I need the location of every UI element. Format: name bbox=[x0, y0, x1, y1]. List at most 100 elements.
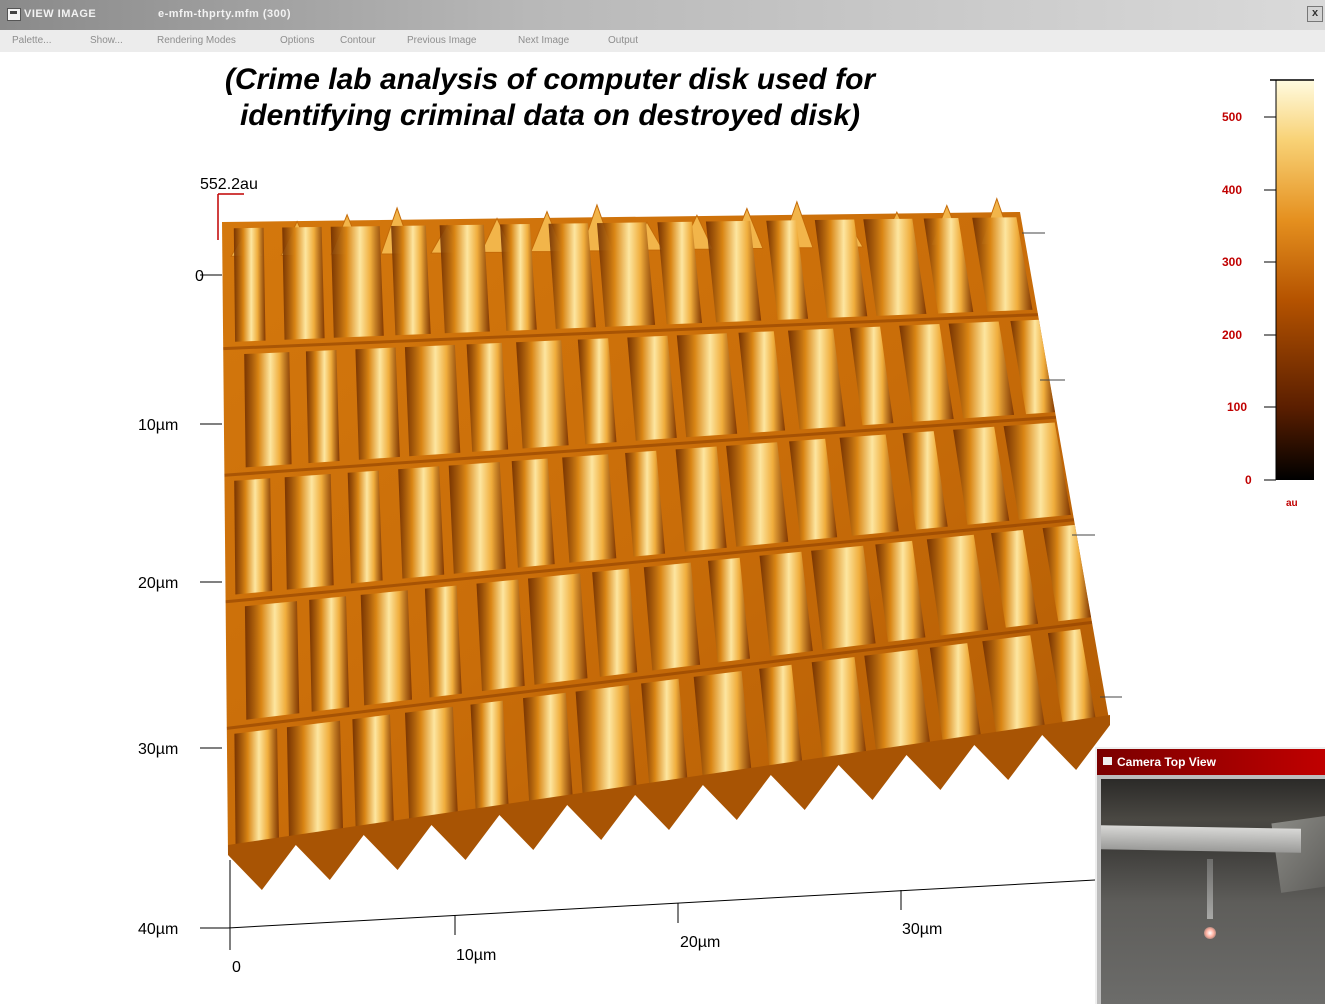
surface-valley bbox=[226, 620, 1093, 730]
surface-ridge bbox=[708, 557, 750, 663]
menu-output[interactable]: Output bbox=[608, 35, 639, 46]
surface-valley bbox=[225, 518, 1075, 604]
surface-ridge bbox=[982, 635, 1046, 737]
surface-ridge bbox=[309, 596, 350, 712]
surface-ridge bbox=[627, 335, 677, 441]
close-button[interactable]: x bbox=[1307, 6, 1323, 22]
surface-ridge bbox=[448, 462, 506, 574]
surface-ridge bbox=[948, 321, 1015, 419]
surface-ridge bbox=[523, 692, 573, 805]
surface-ridge bbox=[391, 225, 431, 336]
caption-line-2: identifying criminal data on destroyed d… bbox=[239, 99, 861, 132]
surface-ridge bbox=[641, 678, 688, 788]
color-scale-ticks bbox=[1264, 116, 1276, 481]
surface-ridge bbox=[676, 333, 738, 438]
y-label-20um: 20µm bbox=[138, 575, 178, 592]
surface-ridge bbox=[1010, 319, 1056, 415]
surface-valley bbox=[223, 313, 1039, 351]
surface-ridge bbox=[738, 331, 786, 433]
surface-ridge bbox=[233, 227, 266, 342]
surface-ridge bbox=[355, 347, 400, 460]
caption-line-1: (Crime lab analysis of computer disk use… bbox=[224, 63, 876, 96]
surface-ridge bbox=[577, 338, 617, 445]
surface-ridge bbox=[899, 324, 954, 422]
title-row: VIEW IMAGE e-mfm-thprty.mfm (300) x bbox=[0, 0, 1325, 30]
surface-ridge bbox=[466, 342, 509, 452]
surface-front-edge bbox=[228, 715, 1110, 890]
window-titlebar: VIEW IMAGE e-mfm-thprty.mfm (300) x bbox=[0, 0, 1325, 30]
camera-laser-spot bbox=[1204, 927, 1216, 939]
surface-ridge bbox=[516, 340, 569, 449]
surface-ridge bbox=[814, 219, 868, 318]
surface-ridge bbox=[439, 224, 490, 334]
camera-title: Camera Top View bbox=[1117, 755, 1216, 769]
surface-valley bbox=[224, 415, 1057, 477]
surface-ridge bbox=[548, 223, 596, 329]
window-title-file: e-mfm-thprty.mfm (300) bbox=[158, 8, 292, 20]
surface-ridge bbox=[839, 434, 899, 536]
surface-ridge bbox=[789, 438, 838, 541]
surface-ridge bbox=[875, 540, 926, 642]
menu-bar: Palette... Show... Rendering Modes Optio… bbox=[0, 30, 1325, 52]
surface-ridge bbox=[811, 657, 867, 762]
surface-ridge bbox=[766, 220, 809, 320]
menu-options[interactable]: Options bbox=[280, 35, 315, 46]
scale-unit: au bbox=[1286, 498, 1298, 509]
camera-cantilever bbox=[1101, 825, 1301, 853]
surface-ridge bbox=[244, 352, 292, 468]
surface-ridge bbox=[926, 534, 989, 636]
z-max-label: 552.2au bbox=[200, 176, 258, 193]
surface-ridge bbox=[693, 671, 752, 780]
surface-ridge bbox=[284, 474, 334, 590]
camera-window-icon bbox=[1103, 757, 1112, 765]
x-label-10um: 10µm bbox=[456, 947, 496, 964]
surface-ridge bbox=[305, 350, 340, 464]
surface-ridge bbox=[234, 478, 273, 595]
surface-ridge bbox=[643, 562, 701, 671]
z-zero-label: 0 bbox=[195, 268, 204, 285]
surface-ridge bbox=[849, 326, 894, 426]
menu-contour[interactable]: Contour bbox=[340, 35, 376, 46]
surface-ridge bbox=[597, 222, 656, 327]
surface-ridge bbox=[511, 458, 555, 568]
surface-ridge bbox=[405, 706, 458, 823]
menu-next-image[interactable]: Next Image bbox=[518, 35, 570, 46]
surface-ridge bbox=[788, 328, 846, 430]
surface-ridge bbox=[424, 585, 462, 698]
camera-window[interactable]: Camera Top View bbox=[1095, 747, 1325, 1004]
surface-ridge bbox=[352, 714, 394, 830]
menu-palette[interactable]: Palette... bbox=[12, 35, 52, 46]
x-label-0: 0 bbox=[232, 959, 241, 976]
scale-label-0: 0 bbox=[1245, 473, 1252, 487]
menu-rendering-modes[interactable]: Rendering Modes bbox=[157, 35, 236, 46]
window-app-icon[interactable] bbox=[7, 8, 21, 21]
surface-ridge bbox=[470, 700, 509, 813]
surface-ridge bbox=[282, 226, 325, 340]
menu-show[interactable]: Show... bbox=[90, 35, 123, 46]
surface-ridge bbox=[953, 426, 1010, 525]
x-label-30um: 30µm bbox=[902, 921, 942, 938]
surface-ridge bbox=[404, 344, 461, 457]
surface-ridge bbox=[1042, 524, 1092, 622]
surface-ridge bbox=[575, 685, 637, 797]
scale-label-400: 400 bbox=[1222, 183, 1242, 197]
surface-ridge bbox=[1047, 629, 1097, 727]
surface-ridge bbox=[476, 579, 525, 692]
surface-ridge bbox=[923, 218, 974, 314]
x-axis-line bbox=[227, 879, 1096, 929]
scale-label-200: 200 bbox=[1222, 328, 1242, 342]
scale-label-100: 100 bbox=[1227, 400, 1247, 414]
camera-sample-edge bbox=[1271, 815, 1325, 893]
x-label-20um: 20µm bbox=[680, 934, 720, 951]
caption: (Crime lab analysis of computer disk use… bbox=[200, 62, 900, 134]
surface-ridge bbox=[705, 220, 762, 323]
surface-ridge bbox=[500, 224, 537, 331]
surface-ridge bbox=[657, 221, 702, 325]
surface-ridge bbox=[244, 601, 300, 720]
menu-previous-image[interactable]: Previous Image bbox=[407, 35, 477, 46]
window-title-app: VIEW IMAGE bbox=[24, 8, 97, 20]
surface-ridge bbox=[929, 643, 982, 745]
surface-ridge bbox=[972, 217, 1033, 312]
camera-titlebar[interactable]: Camera Top View bbox=[1097, 749, 1325, 775]
